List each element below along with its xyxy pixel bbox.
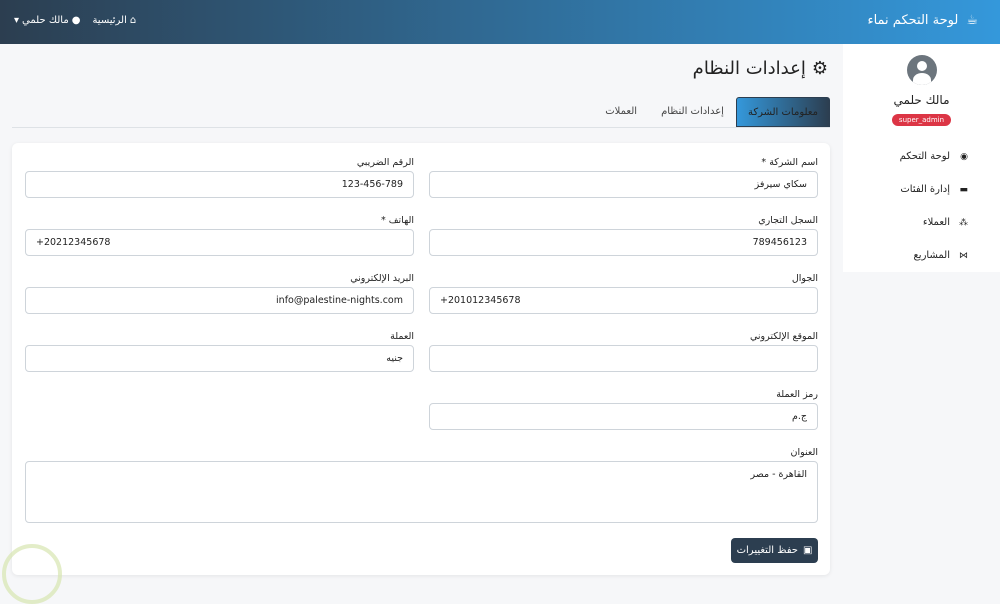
sidebar-item-label: لوحة التحكم bbox=[899, 151, 950, 162]
settings-form: اسم الشركة * سكاي سيرفز الرقم الضريبي 123-… bbox=[12, 143, 830, 575]
home-link[interactable]: الرئيسية ⌂ bbox=[92, 15, 136, 26]
phone-input[interactable]: +20212345678 bbox=[25, 229, 414, 256]
currency-symbol-input[interactable]: ج.م bbox=[429, 403, 818, 430]
avatar bbox=[906, 55, 937, 85]
save-label: حفظ التغييرات bbox=[736, 545, 798, 556]
website-input[interactable] bbox=[429, 345, 818, 372]
tax-number-input[interactable]: 123-456-789 bbox=[25, 171, 414, 198]
folder-icon: ▬ bbox=[959, 184, 968, 195]
sidebar: مالك حلمي super_admin ◉ لوحة التحكم ▬ إدار… bbox=[843, 44, 1000, 272]
company-name-input[interactable]: سكاي سيرفز bbox=[429, 171, 818, 198]
mobile-input[interactable]: +201012345678 bbox=[429, 287, 818, 314]
email-label: البريد الإلكتروني bbox=[350, 273, 414, 284]
coffee-icon: ☕ bbox=[966, 13, 978, 28]
watermark-logo bbox=[2, 544, 62, 604]
brand-link[interactable]: ☕ لوحة التحكم نماء bbox=[867, 13, 978, 28]
company-name-label: اسم الشركة * bbox=[761, 157, 818, 168]
email-input[interactable]: info@palestine-nights.com bbox=[25, 287, 414, 314]
save-icon: ▣ bbox=[802, 545, 813, 556]
page-title-text: إعدادات النظام bbox=[692, 58, 806, 79]
sidebar-item-projects[interactable]: ⋈ المشاريع bbox=[843, 239, 1000, 272]
save-button[interactable]: ▣ حفظ التغييرات bbox=[731, 538, 818, 563]
sidebar-item-label: المشاريع bbox=[913, 250, 950, 261]
home-icon: ⌂ bbox=[129, 15, 137, 26]
commercial-reg-input[interactable]: 789456123 bbox=[429, 229, 818, 256]
sidebar-item-label: العملاء bbox=[922, 217, 950, 228]
navbar: ☕ لوحة التحكم نماء ▾ مالك حلمي ● الرئيسية ⌂ bbox=[0, 0, 1000, 44]
role-badge: super_admin bbox=[891, 114, 952, 126]
home-text: الرئيسية bbox=[92, 15, 127, 26]
tax-number-label: الرقم الضريبي bbox=[356, 157, 414, 168]
phone-label: الهاتف * bbox=[380, 215, 414, 226]
address-label: العنوان bbox=[790, 447, 818, 458]
tab-currencies[interactable]: العملات bbox=[605, 106, 638, 117]
sidebar-item-dashboard[interactable]: ◉ لوحة التحكم bbox=[843, 140, 1000, 173]
sidebar-item-clients[interactable]: ⁂ العملاء bbox=[843, 206, 1000, 239]
page-title: ⚙ إعدادات النظام bbox=[693, 58, 828, 79]
currency-label: العملة bbox=[390, 331, 414, 342]
user-dropdown[interactable]: ▾ مالك حلمي ● bbox=[14, 15, 81, 26]
commercial-reg-label: السجل التجاري bbox=[758, 215, 818, 226]
tabs: معلومات الشركة إعدادات النظام العملات bbox=[12, 97, 830, 128]
sidebar-user-name: مالك حلمي bbox=[893, 93, 950, 107]
sidebar-item-categories[interactable]: ▬ إدارة الفئات bbox=[843, 173, 1000, 206]
tab-system-settings[interactable]: إعدادات النظام bbox=[661, 106, 724, 117]
gear-icon: ⚙ bbox=[811, 58, 828, 79]
mobile-label: الجوال bbox=[791, 273, 818, 284]
users-icon: ⁂ bbox=[959, 217, 968, 228]
currency-input[interactable]: جنيه bbox=[25, 345, 414, 372]
tachometer-icon: ◉ bbox=[960, 151, 968, 162]
tab-company-info[interactable]: معلومات الشركة bbox=[735, 97, 830, 127]
project-diagram-icon: ⋈ bbox=[959, 250, 968, 261]
sidebar-item-label: إدارة الفئات bbox=[900, 184, 950, 195]
website-label: الموقع الإلكتروني bbox=[749, 331, 818, 342]
user-circle-icon: ● bbox=[71, 15, 81, 26]
user-name: مالك حلمي bbox=[22, 15, 69, 26]
currency-symbol-label: رمز العملة bbox=[776, 389, 818, 400]
brand-text: لوحة التحكم نماء bbox=[867, 13, 959, 28]
address-textarea[interactable]: القاهرة - مصر bbox=[25, 461, 818, 523]
